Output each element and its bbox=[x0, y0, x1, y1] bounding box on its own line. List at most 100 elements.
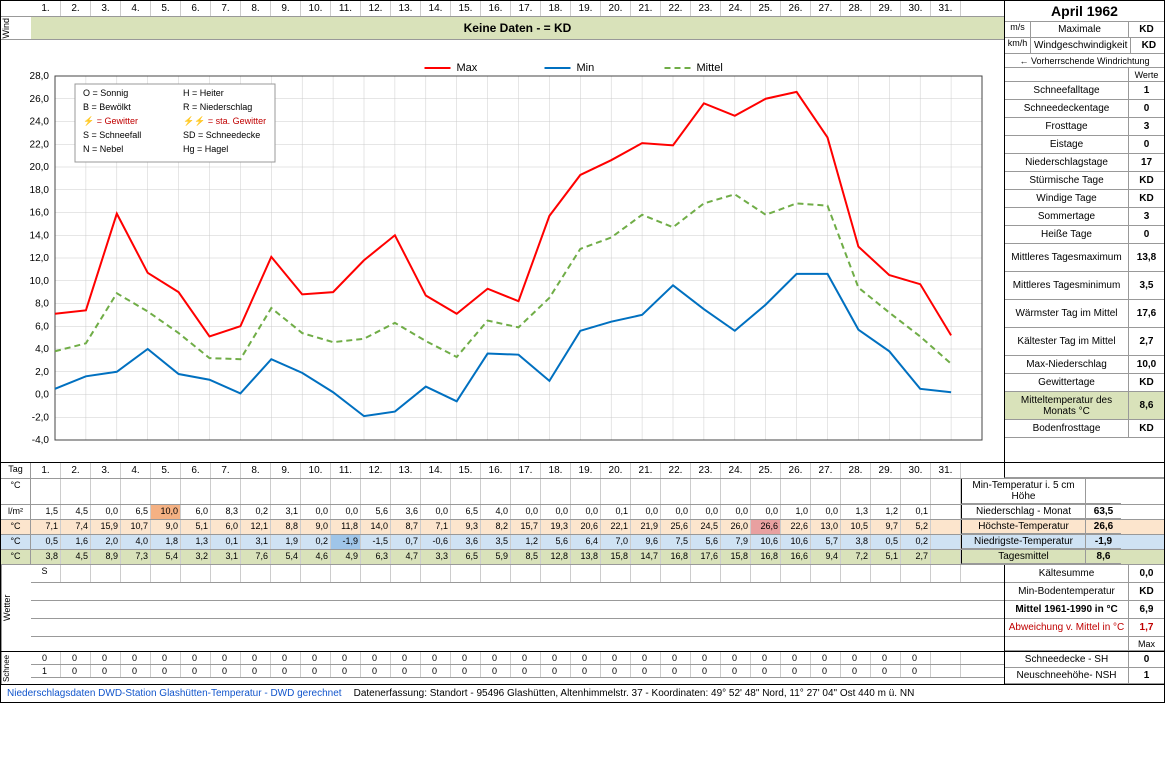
data-cell bbox=[931, 535, 961, 549]
stat-label: Schneedeckentage bbox=[1005, 100, 1128, 117]
wind-band: Keine Daten - = KD bbox=[31, 17, 1004, 39]
day-col: 7. bbox=[211, 1, 241, 16]
data-cell: 1,2 bbox=[511, 535, 541, 549]
day-col: 26. bbox=[781, 463, 811, 478]
stat-value: 17 bbox=[1128, 154, 1164, 171]
data-cell: 3,8 bbox=[841, 535, 871, 549]
day-col: 21. bbox=[631, 1, 661, 16]
stat-label: Mittleres Tagesminimum bbox=[1005, 272, 1128, 299]
data-cell: 10,6 bbox=[751, 535, 781, 549]
data-cell: 0,7 bbox=[391, 535, 421, 549]
data-cell: 26,0 bbox=[721, 520, 751, 534]
day-col: 3. bbox=[91, 463, 121, 478]
data-cell: 9,0 bbox=[301, 520, 331, 534]
day-col: 31. bbox=[931, 1, 961, 16]
data-cell: 14,7 bbox=[631, 550, 661, 564]
data-cell: 16,6 bbox=[781, 550, 811, 564]
stat-label: Kältester Tag im Mittel bbox=[1005, 328, 1128, 355]
day-col: 14. bbox=[421, 1, 451, 16]
svg-text:12,0: 12,0 bbox=[30, 253, 50, 264]
svg-text:2,0: 2,0 bbox=[35, 367, 49, 378]
day-col: 20. bbox=[601, 463, 631, 478]
data-cell bbox=[421, 479, 451, 504]
data-cell: 4,9 bbox=[331, 550, 361, 564]
data-cell bbox=[241, 479, 271, 504]
data-cell: 3,1 bbox=[241, 535, 271, 549]
svg-text:18,0: 18,0 bbox=[30, 185, 50, 196]
stat-value: 1 bbox=[1128, 82, 1164, 99]
svg-text:R = Niederschlag: R = Niederschlag bbox=[183, 102, 252, 112]
wind-label: Wind bbox=[1, 18, 31, 39]
day-col: 20. bbox=[601, 1, 631, 16]
data-cell bbox=[871, 479, 901, 504]
data-cell: 10,5 bbox=[841, 520, 871, 534]
svg-text:26,0: 26,0 bbox=[30, 94, 50, 105]
svg-text:0,0: 0,0 bbox=[35, 390, 49, 401]
data-cell: 21,9 bbox=[631, 520, 661, 534]
data-cell: 2,7 bbox=[901, 550, 931, 564]
stat-value: 2,7 bbox=[1128, 328, 1164, 355]
data-cell: 0,0 bbox=[301, 505, 331, 519]
data-cell: 7,9 bbox=[721, 535, 751, 549]
day-col: 25. bbox=[751, 463, 781, 478]
day-col: 15. bbox=[451, 1, 481, 16]
data-cell: -1,9 bbox=[331, 535, 361, 549]
data-cell: 8,7 bbox=[391, 520, 421, 534]
svg-text:Min: Min bbox=[577, 62, 595, 74]
day-col: 22. bbox=[661, 463, 691, 478]
svg-text:Max: Max bbox=[457, 62, 478, 74]
data-cell bbox=[901, 479, 931, 504]
stat-label: Mittleres Tagesmaximum bbox=[1005, 244, 1128, 271]
svg-text:Hg = Hagel: Hg = Hagel bbox=[183, 144, 228, 154]
data-cell bbox=[571, 479, 601, 504]
day-col: 23. bbox=[691, 1, 721, 16]
data-cell: 6,5 bbox=[451, 550, 481, 564]
svg-text:10,0: 10,0 bbox=[30, 276, 50, 287]
data-cell bbox=[541, 479, 571, 504]
stat-value: KD bbox=[1128, 420, 1164, 437]
data-cell bbox=[931, 550, 961, 564]
stat-label: Windige Tage bbox=[1005, 190, 1128, 207]
day-col: 11. bbox=[331, 1, 361, 16]
svg-text:B = Bewölkt: B = Bewölkt bbox=[83, 102, 131, 112]
data-cell: 0,2 bbox=[241, 505, 271, 519]
data-cell: 12,8 bbox=[541, 550, 571, 564]
day-col: 9. bbox=[271, 1, 301, 16]
day-col: 2. bbox=[61, 1, 91, 16]
data-cell: 15,8 bbox=[601, 550, 631, 564]
data-cell bbox=[361, 479, 391, 504]
svg-text:-2,0: -2,0 bbox=[32, 412, 50, 423]
data-cell: 7,0 bbox=[601, 535, 631, 549]
data-cell: 5,6 bbox=[361, 505, 391, 519]
data-cell bbox=[841, 479, 871, 504]
data-cell: 9,6 bbox=[631, 535, 661, 549]
data-cell bbox=[271, 479, 301, 504]
stat-label: Niederschlagstage bbox=[1005, 154, 1128, 171]
data-cell: 15,7 bbox=[511, 520, 541, 534]
data-cell: 3,2 bbox=[181, 550, 211, 564]
data-cell: 10,0 bbox=[151, 505, 181, 519]
data-cell bbox=[451, 479, 481, 504]
data-cell: 0,0 bbox=[331, 505, 361, 519]
day-col: 2. bbox=[61, 463, 91, 478]
day-col: 28. bbox=[841, 463, 871, 478]
stat-value: 3 bbox=[1128, 208, 1164, 225]
svg-text:H = Heiter: H = Heiter bbox=[183, 88, 224, 98]
day-col: 21. bbox=[631, 463, 661, 478]
stat-value: 17,6 bbox=[1128, 300, 1164, 327]
data-cell: -1,5 bbox=[361, 535, 391, 549]
svg-text:22,0: 22,0 bbox=[30, 139, 50, 150]
stat-value: 3,5 bbox=[1128, 272, 1164, 299]
data-cell: 10,6 bbox=[781, 535, 811, 549]
day-col: 17. bbox=[511, 1, 541, 16]
svg-text:-4,0: -4,0 bbox=[32, 435, 50, 446]
svg-text:8,0: 8,0 bbox=[35, 299, 49, 310]
data-cell: 24,5 bbox=[691, 520, 721, 534]
tag-label: Tag bbox=[1, 463, 31, 478]
data-cell bbox=[391, 479, 421, 504]
data-cell: 5,1 bbox=[181, 520, 211, 534]
data-cell: 12,1 bbox=[241, 520, 271, 534]
data-cell: 5,7 bbox=[811, 535, 841, 549]
data-cell: 0,1 bbox=[901, 505, 931, 519]
day-col: 6. bbox=[181, 463, 211, 478]
